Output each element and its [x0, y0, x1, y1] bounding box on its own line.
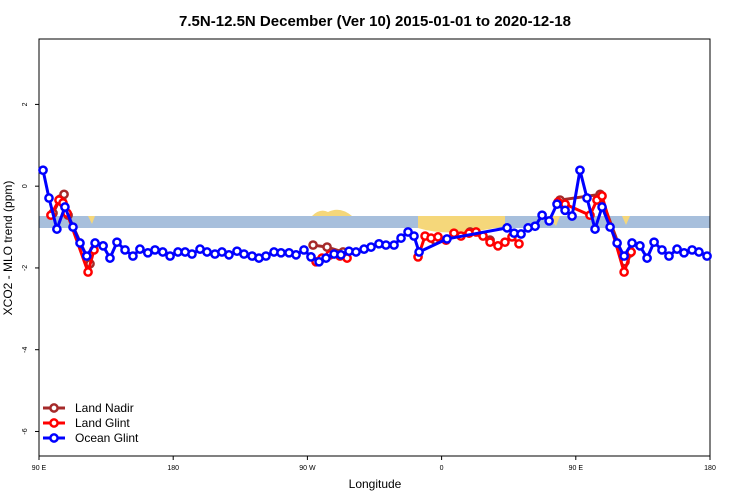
- data-point: [81, 251, 92, 261]
- legend-marker: [49, 433, 59, 443]
- data-point: [679, 247, 689, 258]
- data-point: [276, 247, 286, 258]
- data-point: [530, 221, 540, 232]
- data-point: [590, 224, 600, 234]
- y-tick-label: 2: [22, 102, 29, 106]
- data-point: [150, 245, 160, 255]
- data-point: [552, 199, 562, 210]
- data-point: [75, 238, 85, 248]
- data-point: [396, 233, 406, 243]
- data-point: [612, 238, 622, 248]
- data-point: [560, 205, 570, 216]
- data-point: [514, 238, 524, 249]
- data-point: [702, 251, 712, 261]
- data-point: [409, 231, 419, 241]
- data-point: [299, 245, 309, 255]
- data-point: [485, 237, 495, 248]
- data-point: [291, 250, 301, 260]
- x-tick-label: 90 W: [299, 465, 316, 472]
- data-point: [537, 210, 547, 221]
- legend-label: Land Glint: [75, 416, 130, 430]
- land-patch: [88, 209, 630, 233]
- data-point: [627, 238, 637, 248]
- data-point: [664, 251, 674, 261]
- data-point: [120, 245, 130, 255]
- x-tick-label: 180: [704, 465, 716, 472]
- data-point: [389, 240, 399, 250]
- y-tick-label: 0: [22, 184, 29, 188]
- data-point: [567, 211, 577, 221]
- x-tick-label: 90 E: [569, 465, 584, 472]
- x-tick-label: 180: [167, 465, 179, 472]
- data-point: [694, 247, 704, 257]
- data-point: [306, 252, 316, 262]
- data-point: [575, 165, 585, 176]
- data-point: [44, 193, 54, 203]
- data-point: [135, 244, 145, 254]
- data-point: [657, 245, 667, 255]
- y-tick-label: -2: [22, 265, 29, 271]
- x-tick-label: 0: [440, 465, 444, 472]
- data-point: [544, 216, 554, 226]
- data-point: [314, 256, 324, 267]
- data-point: [351, 247, 361, 257]
- data-point: [308, 240, 318, 250]
- data-point: [649, 237, 659, 248]
- data-point: [128, 251, 138, 261]
- data-point: [59, 189, 69, 200]
- data-point: [336, 250, 346, 260]
- data-point: [516, 229, 526, 239]
- y-tick-label: -4: [22, 346, 29, 352]
- data-point: [619, 267, 629, 277]
- legend-label: Land Nadir: [75, 401, 134, 415]
- data-point: [68, 222, 78, 232]
- data-point: [83, 267, 93, 277]
- data-point: [635, 241, 645, 251]
- data-point: [224, 250, 234, 260]
- legend-marker: [49, 418, 59, 428]
- data-point: [165, 251, 175, 261]
- data-point: [642, 253, 652, 263]
- data-point: [619, 251, 629, 261]
- data-point: [381, 240, 391, 250]
- data-point: [60, 202, 70, 212]
- data-point: [597, 202, 607, 212]
- x-axis-label: Longitude: [349, 477, 402, 491]
- data-point: [442, 234, 452, 244]
- legend-label: Ocean Glint: [75, 431, 139, 445]
- data-point: [98, 241, 108, 251]
- chart-title: 7.5N-12.5N December (Ver 10) 2015-01-01 …: [179, 13, 571, 30]
- plot-frame: [38, 38, 711, 457]
- data-point: [502, 223, 512, 233]
- data-point: [493, 241, 503, 251]
- data-point: [500, 237, 510, 248]
- y-tick-label: -6: [22, 428, 29, 434]
- y-axis-label: XCO2 - MLO trend (ppm): [1, 181, 15, 316]
- x-tick-label: 90 E: [32, 465, 47, 472]
- data-point: [366, 242, 376, 252]
- data-point: [239, 249, 249, 259]
- data-point: [105, 253, 115, 263]
- data-point: [187, 249, 197, 259]
- data-point: [157, 247, 168, 257]
- data-point: [202, 247, 212, 257]
- data-point: [112, 237, 122, 248]
- data-point: [261, 251, 271, 261]
- data-point: [597, 191, 607, 201]
- data-point: [321, 253, 331, 263]
- data-point: [582, 193, 592, 203]
- data-point: [672, 244, 682, 254]
- data-point: [38, 165, 48, 176]
- data-point: [52, 224, 62, 234]
- data-point: [605, 222, 615, 232]
- data-point: [433, 232, 443, 242]
- data-point: [90, 238, 100, 248]
- data-point: [322, 242, 332, 252]
- legend-marker: [49, 403, 59, 413]
- data-point: [414, 247, 424, 257]
